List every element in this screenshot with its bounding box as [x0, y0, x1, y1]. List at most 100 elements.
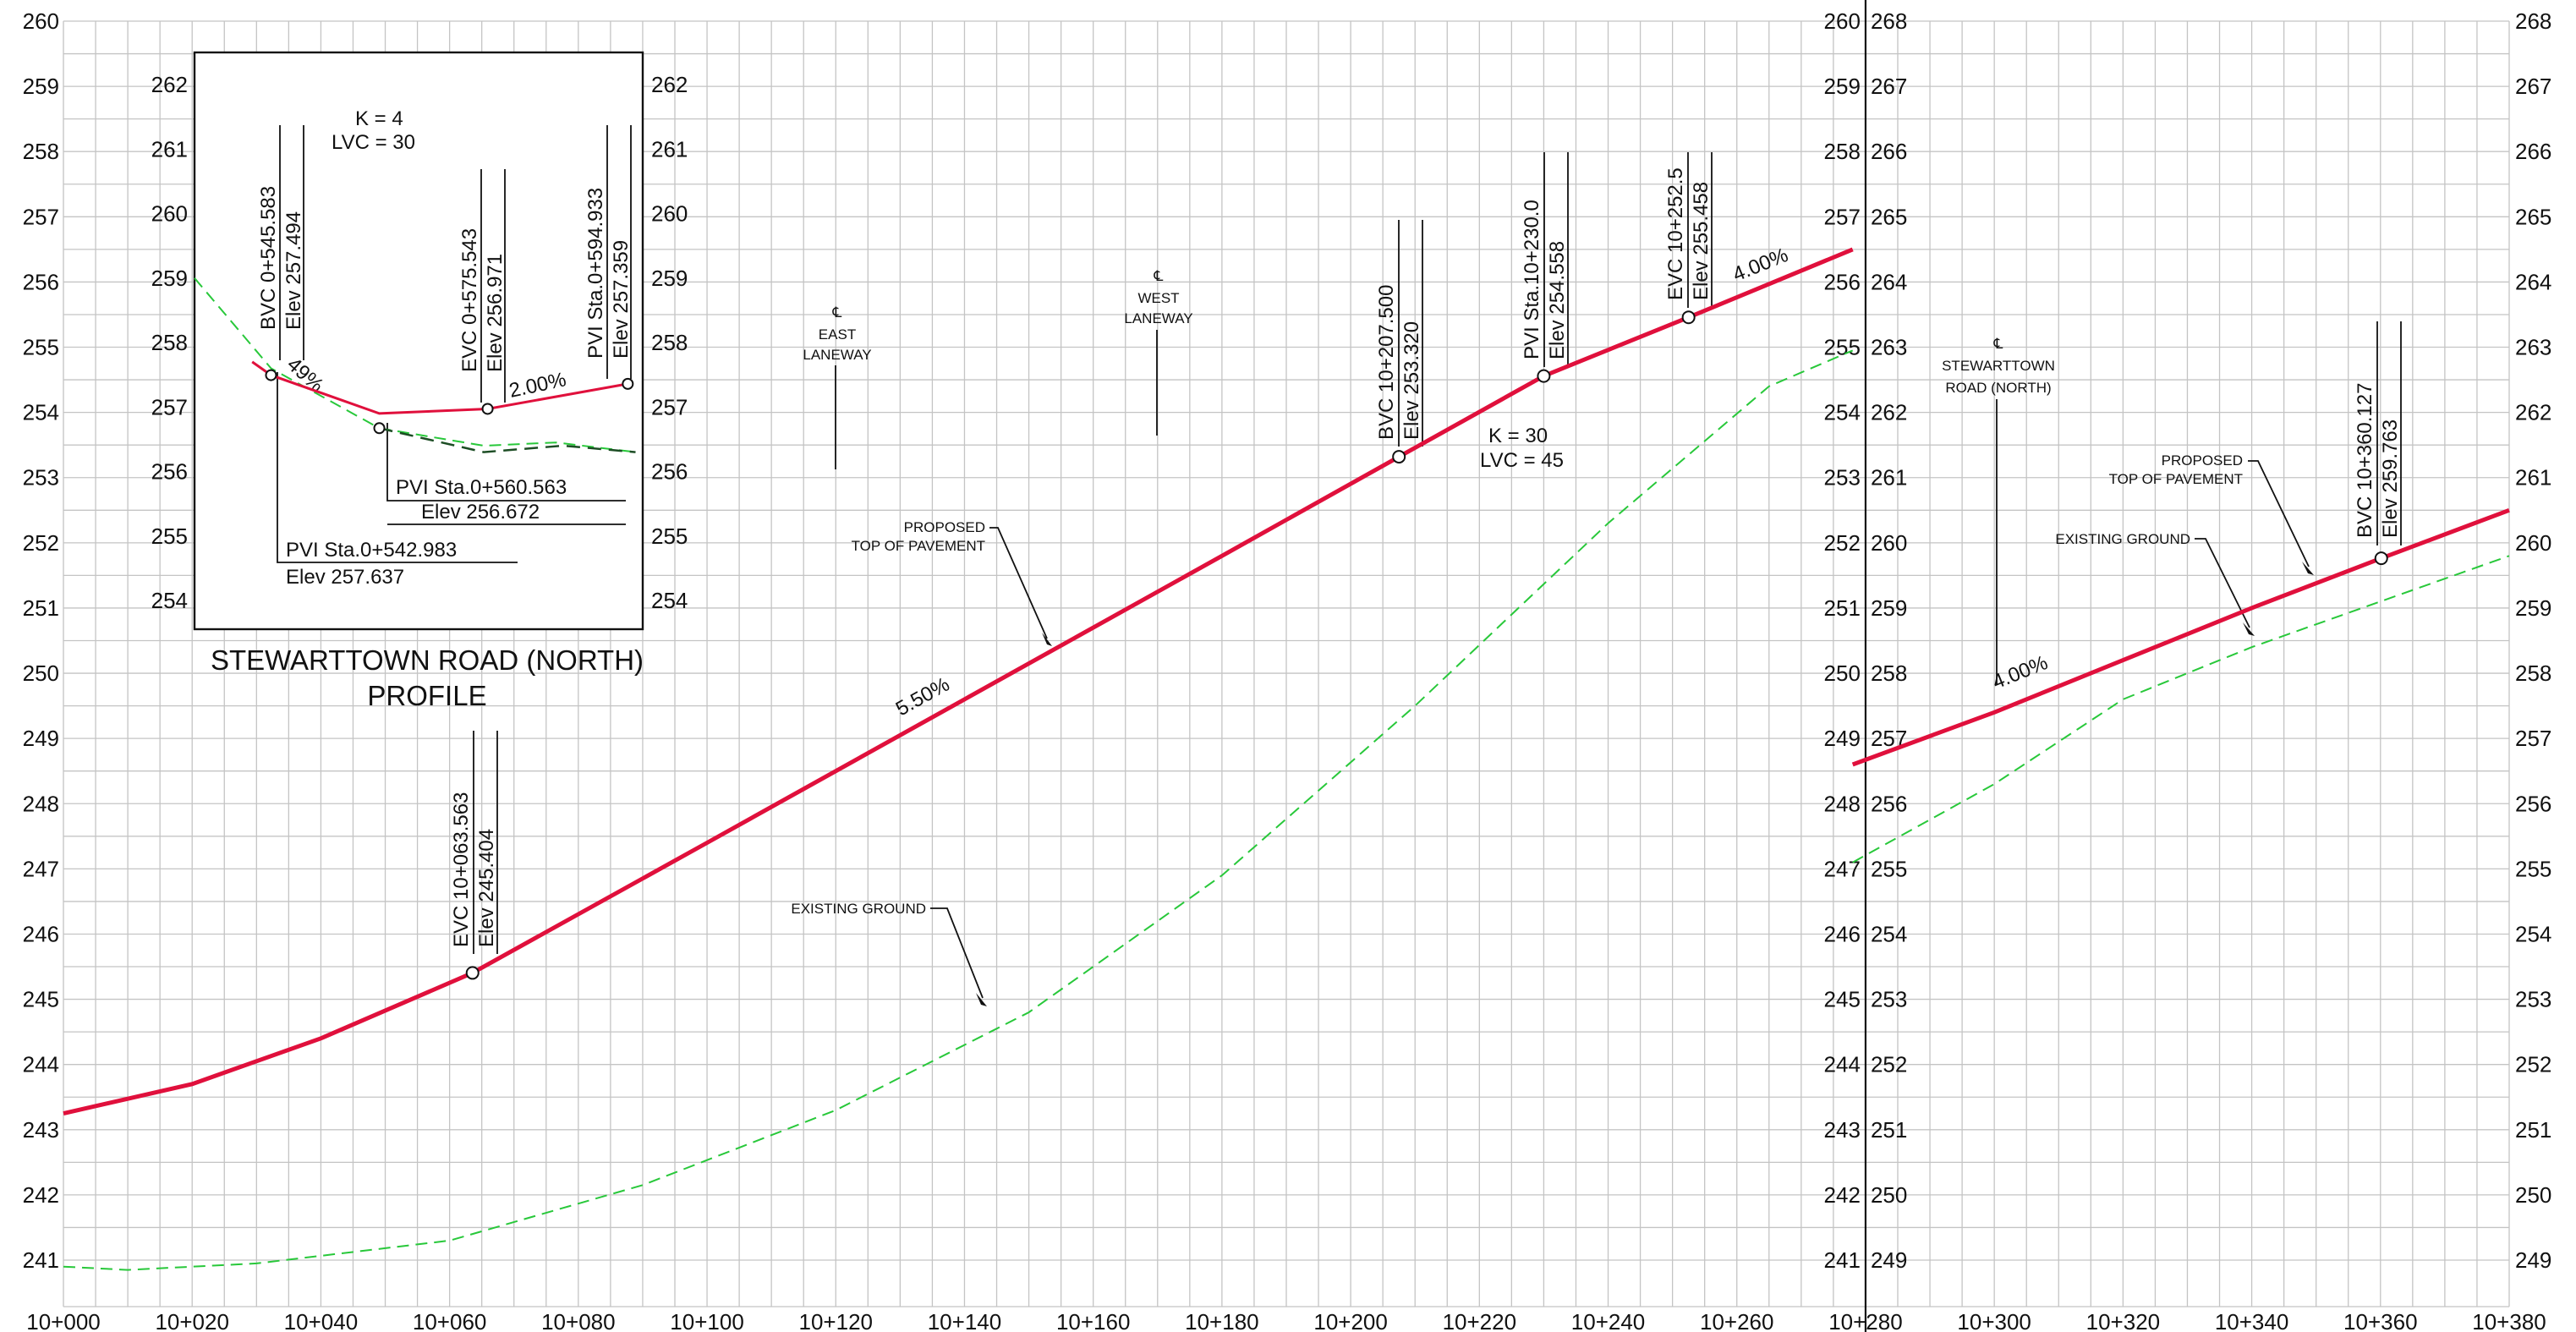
divider-right-elev-tick-label: 261 [1871, 465, 1907, 491]
left-elev-tick-label: 259 [23, 74, 59, 99]
callout-leader [277, 372, 518, 563]
inset-pvi-low-callout: PVI Sta.0+542.983 Elev 257.637 [277, 372, 518, 589]
divider-left-elev-tick-label: 242 [1824, 1182, 1861, 1208]
station-tick-label: 10+140 [928, 1309, 1001, 1332]
divider-left-elev-tick-label: 259 [1824, 74, 1861, 99]
inset-pvi-low-elev: Elev 257.637 [286, 566, 404, 589]
left-elev-tick-label: 256 [23, 269, 59, 294]
inset-right-tick-label: 257 [651, 394, 688, 419]
right-elev-tick-label: 259 [2515, 595, 2551, 621]
station-tick-label: 10+040 [284, 1309, 358, 1332]
k-main-label: K = 30 [1488, 425, 1548, 447]
divider-right-elev-tick-label: 249 [1871, 1247, 1907, 1273]
divider-left-elev-tick-label: 258 [1824, 139, 1861, 164]
divider-left-elev-tick-label: 252 [1824, 530, 1861, 556]
pvi-station-label: PVI Sta.10+230.0 [1521, 200, 1543, 359]
arrowhead [2243, 622, 2255, 636]
divider-right-elev-tick-label: 254 [1871, 921, 1907, 946]
inset-existing-ground-line [194, 277, 636, 453]
divider-right-elev-tick-label: 259 [1871, 595, 1907, 621]
left-elev-tick-label: 249 [23, 726, 59, 751]
inset-left-tick-label: 254 [151, 588, 188, 613]
inset-right-tick-label: 259 [651, 266, 688, 291]
existing-label: EXISTING GROUND [791, 901, 926, 917]
existing-ground-label-2: EXISTING GROUND [2055, 531, 2255, 636]
right-elev-tick-label: 249 [2515, 1247, 2551, 1273]
axis-labels: 10+000 10+020 10+040 10+060 10+080 10+100 10+1… [23, 8, 2552, 1332]
inset-left-tick-label: 255 [151, 523, 188, 549]
right-elev-tick-label: 254 [2515, 921, 2551, 946]
divider-right-elev-tick-label: 252 [1871, 1052, 1907, 1077]
divider-left-elev-tick-label: 251 [1824, 595, 1861, 621]
station-tick-label: 10+180 [1185, 1309, 1258, 1332]
inset-right-tick-label: 256 [651, 459, 688, 485]
divider-left-elev-tick-label: 256 [1824, 269, 1861, 294]
pvi-10230-callout: PVI Sta.10+230.0 Elev 254.558 [1521, 152, 1569, 367]
proposed-pavement-line [1851, 507, 2510, 767]
station-tick-label: 10+060 [413, 1309, 486, 1332]
inset-evc-station: EVC 0+575.543 [458, 228, 481, 372]
bvc-station-label: BVC 10+360.127 [2354, 383, 2376, 538]
left-elev-tick-label: 258 [23, 139, 59, 164]
curve-point-marker [1392, 450, 1406, 464]
inset-pvi-mid-elev: Elev 256.672 [421, 501, 540, 523]
inset-right-tick-label: 255 [651, 523, 688, 549]
grade-400-label: 4.00% [1989, 651, 2051, 694]
centerline-symbol: ℄ [1154, 268, 1164, 284]
right-elev-tick-label: 258 [2515, 661, 2551, 686]
inset-frame [193, 51, 644, 631]
station-tick-label: 10+000 [26, 1309, 100, 1332]
divider-right-elev-tick-label: 265 [1871, 204, 1907, 229]
inset-title-line-1: STEWARTTOWN ROAD (NORTH) [211, 644, 644, 676]
divider-right-elev-tick-label: 251 [1871, 1117, 1907, 1143]
station-tick-label: 10+280 [1828, 1309, 1902, 1332]
right-elev-tick-label: 267 [2515, 74, 2551, 99]
curve-point-marker [1681, 310, 1696, 325]
curve-point-marker [465, 966, 480, 980]
divider-left-elev-tick-label: 246 [1824, 921, 1861, 946]
divider-left-elev-tick-label: 255 [1824, 335, 1861, 360]
divider-left-elev-tick-label: 245 [1824, 987, 1861, 1012]
left-elev-tick-label: 257 [23, 204, 59, 229]
lvc-main-label: LVC = 45 [1480, 449, 1564, 472]
inset-pvi-right-callout: PVI Sta.0+594.933 Elev 257.359 [584, 125, 633, 379]
left-elev-tick-label: 246 [23, 921, 59, 946]
right-elev-tick-label: 256 [2515, 791, 2551, 816]
right-elev-tick-label: 265 [2515, 204, 2551, 229]
right-elev-tick-label: 253 [2515, 987, 2551, 1012]
divider-left-elev-tick-label: 250 [1824, 661, 1861, 686]
divider-right-elev-tick-label: 256 [1871, 791, 1907, 816]
station-tick-label: 10+320 [2086, 1309, 2160, 1332]
bvc-station-label: BVC 10+207.500 [1375, 285, 1398, 440]
divider-right-elev-tick-label: 262 [1871, 400, 1907, 425]
inset-right-tick-label: 261 [651, 136, 688, 162]
inset-bvc-elev: Elev 257.494 [282, 211, 305, 330]
inset-pvi-low-station: PVI Sta.0+542.983 [286, 539, 457, 562]
stewarttown-label-2: ROAD (NORTH) [1945, 380, 2051, 396]
inset-left-tick-label: 262 [151, 72, 188, 97]
inset-right-tick-label: 254 [651, 588, 688, 613]
station-tick-label: 10+120 [799, 1309, 873, 1332]
existing-ground-line [1852, 555, 2510, 863]
centerline-symbol: ℄ [1993, 336, 2003, 352]
inset-existing-ground-line-dark [379, 427, 636, 453]
leader-arrow [989, 527, 1048, 639]
right-elev-tick-label: 255 [2515, 856, 2551, 881]
left-elev-tick-label: 243 [23, 1117, 59, 1143]
divider-left-elev-tick-label: 254 [1824, 400, 1861, 425]
inset-right-tick-label: 262 [651, 72, 688, 97]
inset-pvi-right-elev: Elev 257.359 [610, 240, 633, 359]
west-laneway-label-2: LANEWAY [1124, 310, 1192, 326]
station-tick-label: 10+260 [1700, 1309, 1773, 1332]
leader-arrow [930, 907, 984, 999]
right-elev-tick-label: 261 [2515, 465, 2551, 491]
divider-right-elev-tick-label: 250 [1871, 1182, 1907, 1208]
profile-lines [63, 247, 2510, 1271]
inset-left-tick-label: 261 [151, 136, 188, 162]
left-elev-tick-label: 241 [23, 1247, 59, 1273]
divider-left-elev-tick-label: 244 [1824, 1052, 1861, 1077]
inset-left-tick-label: 260 [151, 201, 188, 227]
proposed-top-label: PROPOSED TOP OF PAVEMENT [852, 519, 1052, 646]
divider-left-elev-tick-label: 253 [1824, 465, 1861, 491]
proposed-label-2: TOP OF PAVEMENT [852, 538, 985, 554]
